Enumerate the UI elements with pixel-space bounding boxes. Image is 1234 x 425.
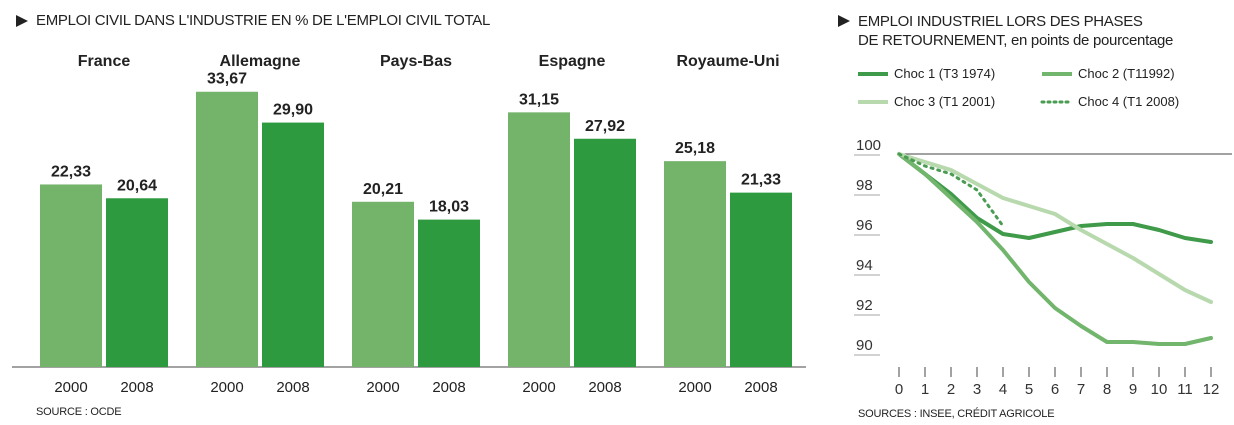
x-tick-label: 7 bbox=[1077, 381, 1085, 398]
x-tick-label: 11 bbox=[1177, 381, 1193, 398]
y-tick-label: 94 bbox=[856, 257, 873, 274]
year-label: 2008 bbox=[744, 379, 777, 396]
right-chart-title-line2: DE RETOURNEMENT, en points de pourcentag… bbox=[858, 32, 1174, 49]
bar-allemagne-2000 bbox=[196, 91, 258, 368]
year-label: 2008 bbox=[120, 379, 153, 396]
x-tick-label: 9 bbox=[1129, 381, 1137, 398]
legend-label: Choc 4 (T1 2008) bbox=[1078, 94, 1179, 109]
bar-pays-bas-2008 bbox=[418, 219, 480, 367]
right-chart-title-line1: EMPLOI INDUSTRIEL LORS DES PHASES bbox=[858, 13, 1143, 30]
bar-value-label: 20,64 bbox=[117, 177, 157, 194]
bar-royaume-uni-2000 bbox=[664, 161, 726, 367]
bar-value-label: 31,15 bbox=[519, 91, 559, 108]
legend-label: Choc 2 (T11992) bbox=[1078, 66, 1175, 81]
bar-espagne-2000 bbox=[508, 112, 570, 367]
bar-value-label: 22,33 bbox=[51, 163, 91, 180]
year-label: 2000 bbox=[54, 379, 87, 396]
bar-espagne-2008 bbox=[574, 138, 636, 367]
bar-value-label: 27,92 bbox=[585, 118, 625, 135]
bar-value-label: 25,18 bbox=[675, 140, 715, 157]
country-label: Espagne bbox=[539, 53, 606, 70]
bullet-triangle-icon bbox=[16, 15, 28, 27]
x-tick-label: 2 bbox=[947, 381, 955, 398]
year-label: 2000 bbox=[522, 379, 555, 396]
year-label: 2000 bbox=[210, 379, 243, 396]
y-tick-label: 90 bbox=[856, 337, 873, 354]
x-tick-label: 3 bbox=[973, 381, 981, 398]
bar-value-label: 21,33 bbox=[741, 172, 781, 189]
x-tick-label: 10 bbox=[1151, 381, 1168, 398]
year-label: 2008 bbox=[432, 379, 465, 396]
year-label: 2000 bbox=[366, 379, 399, 396]
left-chart-title-text: EMPLOI CIVIL DANS L'INDUSTRIE EN % DE L'… bbox=[36, 12, 491, 29]
x-tick-label: 0 bbox=[895, 381, 903, 398]
y-tick-label: 92 bbox=[856, 297, 873, 314]
y-tick-label: 96 bbox=[856, 217, 873, 234]
bar-value-label: 33,67 bbox=[207, 71, 247, 88]
x-tick-label: 6 bbox=[1051, 381, 1059, 398]
line-choc-3-t1-2001 bbox=[897, 152, 1213, 304]
year-label: 2008 bbox=[276, 379, 309, 396]
country-label: Allemagne bbox=[220, 53, 301, 70]
right-chart-title: EMPLOI INDUSTRIEL LORS DES PHASES DE RET… bbox=[838, 12, 1173, 50]
country-label: Royaume-Uni bbox=[676, 53, 779, 70]
bar-value-label: 29,90 bbox=[273, 102, 313, 119]
bar-value-label: 20,21 bbox=[363, 181, 403, 198]
x-tick-label: 5 bbox=[1025, 381, 1033, 398]
bar-royaume-uni-2008 bbox=[730, 192, 792, 367]
bullet-triangle-icon bbox=[838, 15, 850, 27]
line-choc-1-t3-1974 bbox=[897, 152, 1213, 244]
x-tick-label: 4 bbox=[999, 381, 1007, 398]
line-chart: Choc 1 (T3 1974) Choc 2 (T11992) Choc 3 (T… bbox=[854, 66, 1232, 398]
left-chart-title: EMPLOI CIVIL DANS L'INDUSTRIE EN % DE L'… bbox=[16, 12, 490, 29]
bar-allemagne-2008 bbox=[262, 122, 324, 367]
bar-pays-bas-2000 bbox=[352, 201, 414, 367]
country-label: Pays-Bas bbox=[380, 53, 452, 70]
y-tick-label: 98 bbox=[856, 177, 873, 194]
legend-label: Choc 1 (T3 1974) bbox=[894, 66, 995, 81]
year-label: 2008 bbox=[588, 379, 621, 396]
line-choc-4-t1-2008 bbox=[897, 152, 1005, 228]
bar-france-2008 bbox=[106, 198, 168, 367]
bar-value-label: 18,03 bbox=[429, 199, 469, 216]
x-tick-label: 8 bbox=[1103, 381, 1111, 398]
line-choc-2-t11992 bbox=[897, 152, 1213, 346]
bar-france-2000 bbox=[40, 184, 102, 367]
legend-label: Choc 3 (T1 2001) bbox=[894, 94, 995, 109]
country-label: France bbox=[78, 53, 131, 70]
left-source: SOURCE : OCDE bbox=[36, 406, 122, 418]
right-source: SOURCES : INSEE, CRÉDIT AGRICOLE bbox=[858, 408, 1055, 420]
year-label: 2000 bbox=[678, 379, 711, 396]
x-tick-label: 1 bbox=[921, 381, 929, 398]
y-tick-label: 100 bbox=[856, 137, 881, 154]
x-tick-label: 12 bbox=[1203, 381, 1220, 398]
